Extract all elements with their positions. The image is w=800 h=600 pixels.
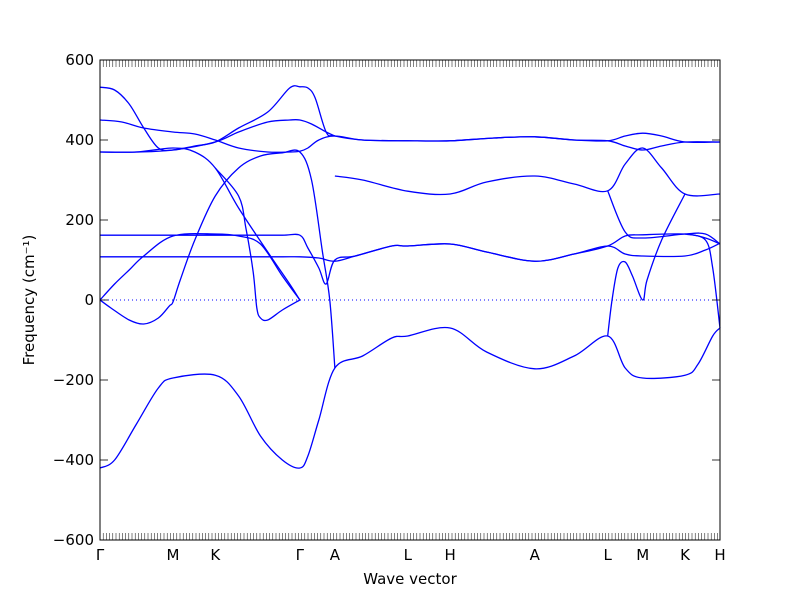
x-tick-label: H xyxy=(444,546,455,564)
y-tick-label: −600 xyxy=(53,531,94,549)
y-axis-label: Frequency (cm⁻¹) xyxy=(20,235,38,366)
y-tick-label: −400 xyxy=(53,451,94,469)
x-tick-label: H xyxy=(714,546,725,564)
q-point-ticks xyxy=(99,60,718,540)
phonon-band-12 xyxy=(607,193,686,337)
x-tick-label: L xyxy=(603,546,612,564)
x-tick-label: A xyxy=(530,546,541,564)
x-tick-label: M xyxy=(636,546,649,564)
x-tick-label: K xyxy=(680,546,691,564)
x-tick-label: K xyxy=(210,546,221,564)
y-tick-label: 0 xyxy=(84,291,94,309)
phonon-bands xyxy=(99,85,721,469)
y-axis: −600 −400 −200 0 200 400 600 xyxy=(53,51,720,549)
y-tick-label: 400 xyxy=(65,131,94,149)
x-tick-label: Γ xyxy=(296,546,305,564)
phonon-band-13 xyxy=(214,167,301,322)
x-axis-label: Wave vector xyxy=(363,570,457,588)
phonon-band-8 xyxy=(99,242,721,262)
phonon-band-6 xyxy=(99,149,336,369)
x-tick-label: M xyxy=(166,546,179,564)
y-tick-label: 600 xyxy=(65,51,94,69)
y-tick-label: −200 xyxy=(53,371,94,389)
x-tick-label: Γ xyxy=(96,546,105,564)
phonon-band-11 xyxy=(334,147,721,197)
phonon-band-9 xyxy=(99,326,721,469)
x-tick-label: L xyxy=(404,546,413,564)
x-tick-label: A xyxy=(330,546,341,564)
phonon-band-3 xyxy=(99,118,336,153)
y-tick-label: 200 xyxy=(65,211,94,229)
phonon-band-5 xyxy=(99,232,301,301)
